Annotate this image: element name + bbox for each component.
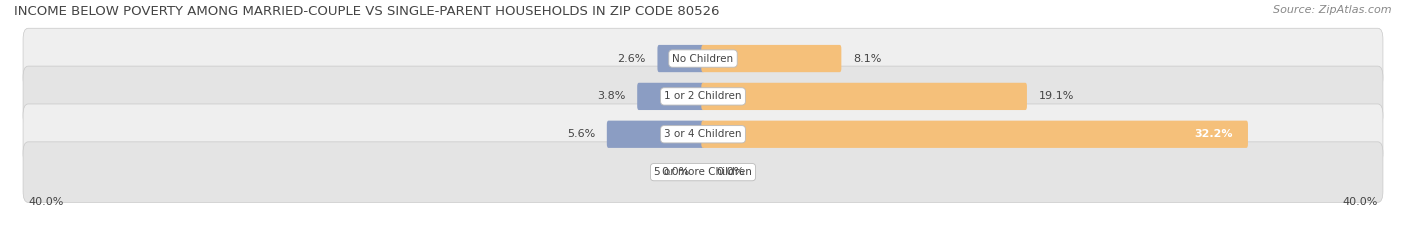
Text: No Children: No Children [672, 54, 734, 64]
Text: 19.1%: 19.1% [1039, 91, 1074, 101]
Text: 2.6%: 2.6% [617, 54, 645, 64]
Text: 3.8%: 3.8% [598, 91, 626, 101]
Text: 5 or more Children: 5 or more Children [654, 167, 752, 177]
FancyBboxPatch shape [702, 121, 1249, 148]
Text: 1 or 2 Children: 1 or 2 Children [664, 91, 742, 101]
Text: 3 or 4 Children: 3 or 4 Children [664, 129, 742, 139]
FancyBboxPatch shape [22, 66, 1384, 127]
FancyBboxPatch shape [22, 142, 1384, 202]
Text: 0.0%: 0.0% [717, 167, 745, 177]
FancyBboxPatch shape [22, 28, 1384, 89]
Text: 40.0%: 40.0% [1343, 197, 1378, 207]
Text: 0.0%: 0.0% [661, 167, 689, 177]
FancyBboxPatch shape [658, 45, 704, 72]
Text: 40.0%: 40.0% [28, 197, 63, 207]
FancyBboxPatch shape [702, 45, 841, 72]
FancyBboxPatch shape [22, 104, 1384, 164]
FancyBboxPatch shape [702, 83, 1026, 110]
FancyBboxPatch shape [637, 83, 704, 110]
Text: 32.2%: 32.2% [1194, 129, 1233, 139]
Text: 8.1%: 8.1% [853, 54, 882, 64]
Text: INCOME BELOW POVERTY AMONG MARRIED-COUPLE VS SINGLE-PARENT HOUSEHOLDS IN ZIP COD: INCOME BELOW POVERTY AMONG MARRIED-COUPL… [14, 5, 720, 18]
Text: Source: ZipAtlas.com: Source: ZipAtlas.com [1274, 5, 1392, 15]
FancyBboxPatch shape [607, 121, 704, 148]
Text: 5.6%: 5.6% [567, 129, 595, 139]
